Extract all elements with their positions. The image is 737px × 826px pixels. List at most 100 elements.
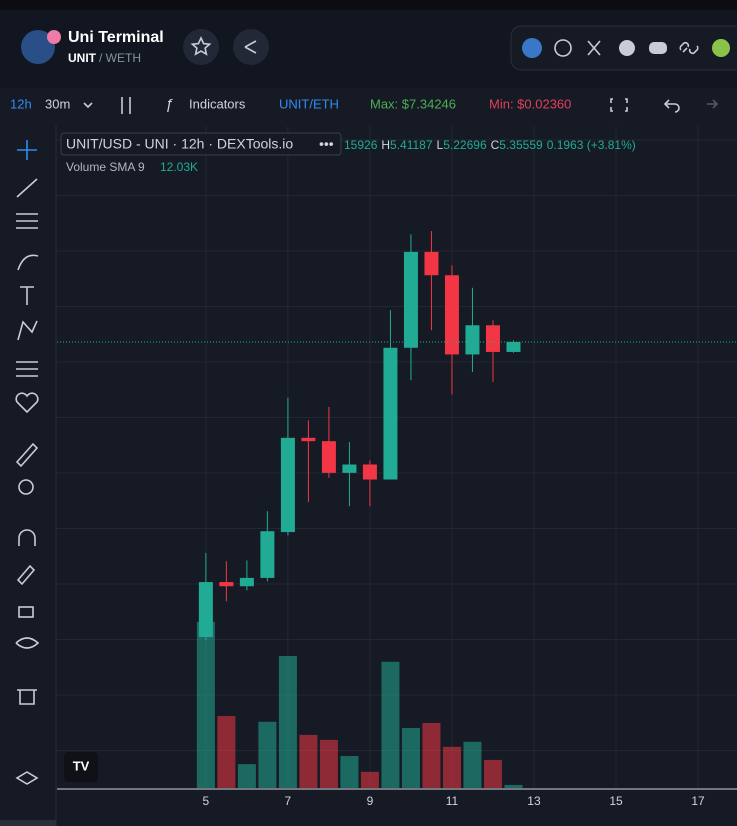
ruler-tool[interactable] bbox=[15, 442, 39, 468]
scroll bbox=[0, 820, 56, 826]
social-icon[interactable] bbox=[522, 38, 542, 58]
candle-body bbox=[260, 531, 275, 578]
volume-bar bbox=[381, 661, 400, 788]
token-logo bbox=[21, 30, 55, 64]
zoom-tool[interactable] bbox=[18, 479, 34, 495]
legend-more[interactable]: ••• bbox=[319, 136, 334, 152]
visibility-tool[interactable] bbox=[15, 637, 40, 649]
candle-body bbox=[239, 577, 254, 587]
title: Uni Terminal bbox=[68, 29, 164, 46]
share-button[interactable] bbox=[233, 29, 269, 65]
volume-bar bbox=[422, 722, 441, 788]
layers[interactable] bbox=[15, 771, 39, 785]
ohlc-value: 0.1963 (+3.81%) bbox=[547, 138, 636, 152]
indicators[interactable]: Indicators bbox=[189, 96, 246, 111]
volume-label: Volume SMA 9 bbox=[66, 160, 145, 174]
min-price: Min: $0.02360 bbox=[489, 96, 571, 111]
legend-title: UNIT/USD - UNI · 12h · DEXTools.io bbox=[66, 136, 293, 152]
measure-tool[interactable] bbox=[16, 361, 38, 377]
ohlc-value: 5.22696 bbox=[443, 138, 487, 152]
ohlc-value: 15926 bbox=[344, 138, 378, 152]
candle-body bbox=[342, 464, 357, 473]
volume-bar bbox=[299, 734, 318, 788]
interval[interactable]: 30m bbox=[45, 96, 70, 111]
candle-body bbox=[219, 582, 234, 587]
volume-bar bbox=[340, 756, 359, 788]
x-tick-label: 11 bbox=[446, 794, 459, 808]
x-tick-label: 15 bbox=[609, 794, 623, 808]
ohlc-value: L bbox=[437, 138, 444, 152]
ohlc-value: 5.35559 bbox=[499, 138, 543, 152]
drawing-tools bbox=[15, 140, 40, 785]
magnet-tool[interactable] bbox=[18, 529, 36, 546]
ohlc-value: H bbox=[381, 138, 390, 152]
candle-body bbox=[321, 441, 336, 473]
max-price: Max: $7.34246 bbox=[370, 96, 456, 111]
pair[interactable]: UNIT/ETH bbox=[279, 96, 339, 111]
tv-logo bbox=[64, 752, 98, 782]
volume-bar bbox=[504, 784, 523, 788]
plot-area bbox=[57, 126, 737, 788]
social-icon[interactable] bbox=[712, 39, 730, 57]
brush-tool[interactable] bbox=[17, 254, 39, 271]
quote: / WETH bbox=[99, 51, 141, 65]
fullscreen[interactable] bbox=[610, 98, 628, 112]
candle-body bbox=[301, 437, 316, 442]
volume-bar bbox=[463, 741, 482, 788]
social-icon[interactable] bbox=[587, 40, 601, 56]
ohlc-value: 5.41187 bbox=[390, 138, 433, 152]
candle-body bbox=[424, 251, 439, 276]
lock-tool[interactable] bbox=[18, 606, 34, 618]
social-icon[interactable] bbox=[679, 41, 699, 55]
legend-box bbox=[60, 132, 342, 156]
volume-bar bbox=[217, 716, 236, 788]
candle-body bbox=[485, 325, 500, 352]
social-icon[interactable] bbox=[649, 42, 667, 54]
line-tool[interactable] bbox=[16, 178, 38, 198]
favorites[interactable] bbox=[15, 392, 39, 414]
lock-draw[interactable] bbox=[16, 564, 36, 586]
pattern-tool[interactable] bbox=[17, 320, 38, 341]
candle-body bbox=[506, 341, 521, 352]
x-tick-label: 7 bbox=[285, 794, 292, 808]
chain-badge bbox=[47, 30, 61, 44]
social-icon[interactable] bbox=[619, 40, 635, 56]
x-tick-label: 13 bbox=[527, 794, 541, 808]
candle-body bbox=[362, 464, 377, 480]
volume-bar bbox=[278, 655, 297, 788]
candle-body bbox=[403, 251, 418, 348]
volume-bar bbox=[360, 771, 379, 788]
candle-icon[interactable] bbox=[121, 97, 131, 114]
fx-icon: ƒ bbox=[165, 96, 173, 113]
redo[interactable] bbox=[707, 99, 719, 109]
volume-bar bbox=[196, 621, 215, 788]
candle-body bbox=[280, 437, 295, 533]
social-icon[interactable] bbox=[554, 39, 572, 57]
base: UNIT bbox=[68, 51, 97, 65]
undo[interactable] bbox=[663, 99, 680, 113]
interval[interactable]: 12h bbox=[10, 96, 32, 111]
trash-tool[interactable] bbox=[17, 689, 37, 705]
star-icon bbox=[190, 36, 212, 56]
tv-logo-text: TV bbox=[73, 758, 90, 773]
volume-bar bbox=[319, 739, 338, 788]
ohlc-legend: 15926 H5.41187 L5.22696 C5.35559 0.1963 (+3.… bbox=[344, 138, 636, 152]
x-tick-label: 9 bbox=[367, 794, 374, 808]
favorite-button[interactable] bbox=[183, 29, 219, 65]
volume-bar bbox=[442, 746, 461, 788]
x-tick-label: 17 bbox=[691, 794, 705, 808]
volume-sma: 12.03K bbox=[160, 160, 198, 174]
x-tick-label: 5 bbox=[203, 794, 210, 808]
crosshair-tool[interactable] bbox=[17, 140, 37, 160]
volume-bar bbox=[401, 727, 420, 788]
candle-body bbox=[465, 325, 480, 355]
text-tool[interactable] bbox=[20, 286, 34, 305]
dropdown[interactable] bbox=[83, 102, 93, 109]
pair-name: UNIT / WETH bbox=[68, 51, 141, 65]
candle-body bbox=[198, 582, 213, 638]
share-icon bbox=[244, 40, 257, 54]
volume-bar bbox=[237, 764, 256, 788]
fib-tool[interactable] bbox=[16, 213, 38, 229]
